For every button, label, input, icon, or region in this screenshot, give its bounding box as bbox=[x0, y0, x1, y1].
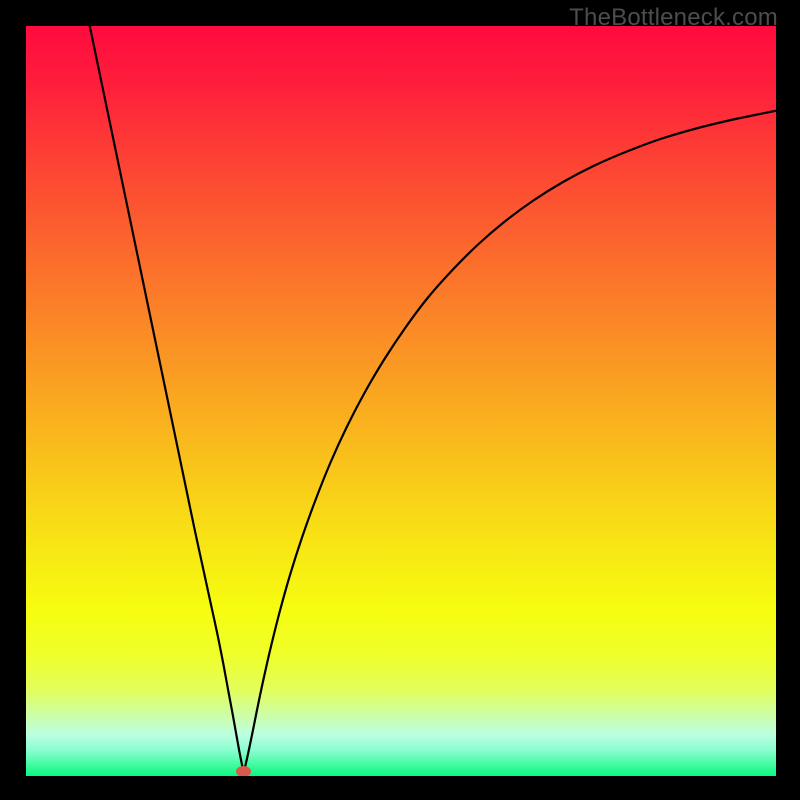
chart-stage: TheBottleneck.com bbox=[0, 0, 800, 800]
bottleneck-chart-svg bbox=[0, 0, 800, 800]
watermark-text: TheBottleneck.com bbox=[569, 4, 778, 32]
minimum-marker bbox=[237, 767, 251, 777]
